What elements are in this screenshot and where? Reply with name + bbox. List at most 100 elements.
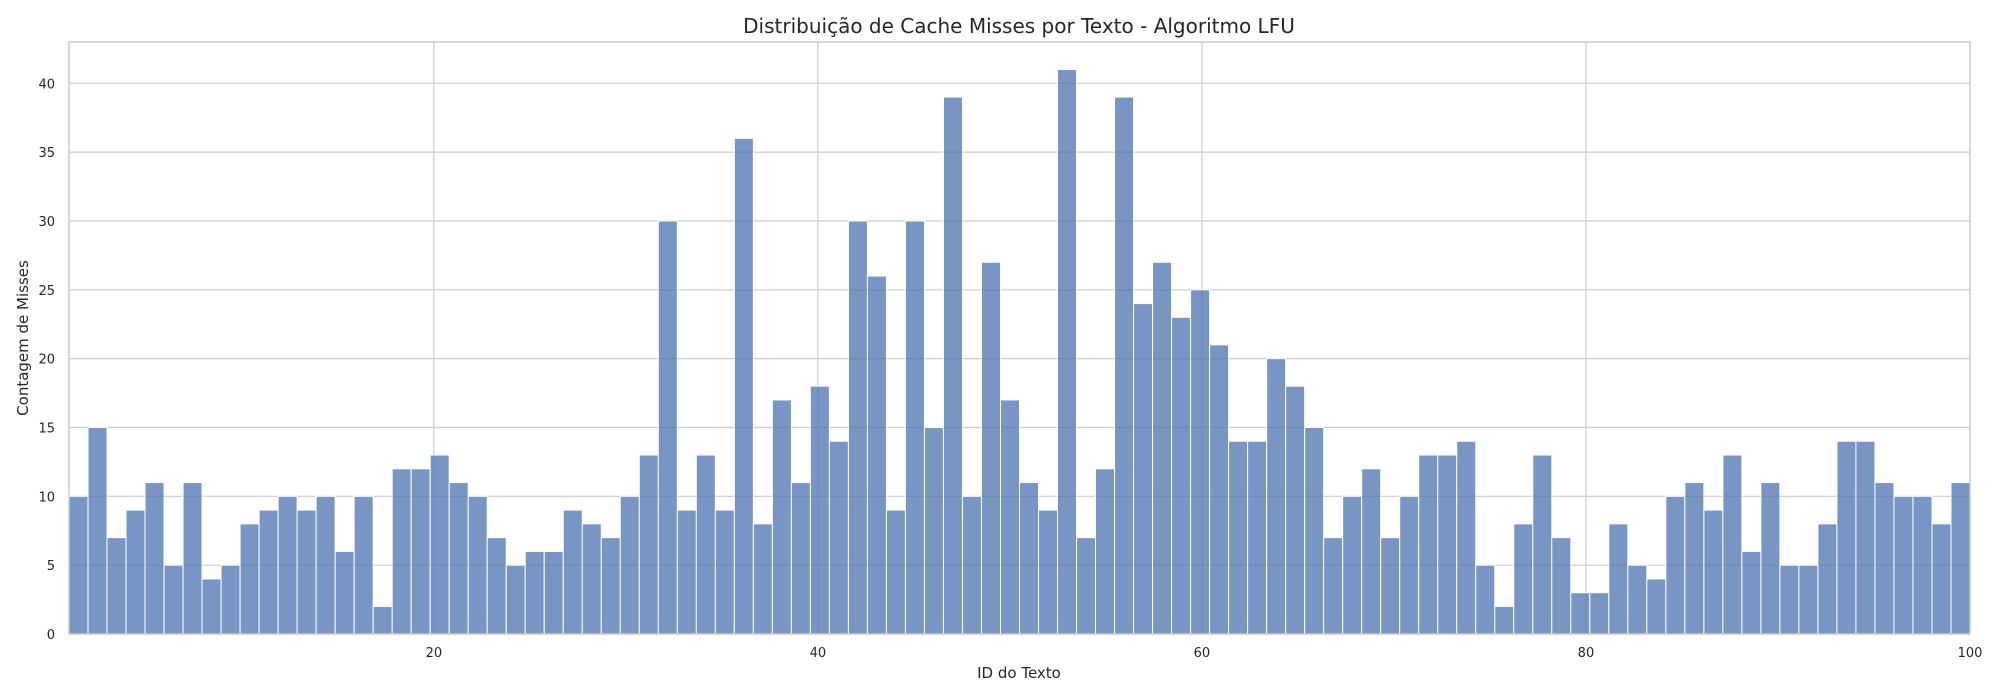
y-tick-label: 15 <box>38 421 55 436</box>
chart-title: Distribuição de Cache Misses por Texto -… <box>743 14 1295 38</box>
bar <box>809 385 830 635</box>
bar <box>714 509 735 635</box>
bar <box>1836 440 1857 635</box>
bar <box>1874 482 1895 635</box>
bar <box>1722 454 1743 635</box>
bar <box>1266 358 1287 635</box>
bar <box>68 495 89 635</box>
bar <box>1057 69 1078 635</box>
x-axis-label: ID do Texto <box>977 664 1061 682</box>
bar <box>1019 482 1040 635</box>
bar <box>448 482 469 635</box>
bar <box>1855 440 1876 635</box>
y-tick-labels: 0 5 10 15 20 25 30 35 40 <box>38 77 55 643</box>
y-tick-label: 20 <box>38 353 55 368</box>
bar <box>638 454 659 635</box>
bar <box>885 509 906 635</box>
bar <box>961 495 982 635</box>
bar <box>239 523 260 635</box>
bar <box>752 523 773 635</box>
bar <box>1570 592 1591 635</box>
bar <box>619 495 640 635</box>
bar <box>999 399 1020 635</box>
bar <box>866 275 887 635</box>
bar <box>1931 523 1952 635</box>
y-tick-label: 35 <box>38 146 55 161</box>
bar <box>372 605 393 635</box>
bar <box>125 509 146 635</box>
bar <box>733 137 754 635</box>
bar <box>1361 468 1382 635</box>
bar <box>980 261 1001 635</box>
bar <box>1209 344 1230 635</box>
bar <box>1665 495 1686 635</box>
bar <box>1076 537 1097 635</box>
bar <box>600 537 621 635</box>
bar <box>1608 523 1629 635</box>
bar <box>771 399 792 635</box>
bar <box>1532 454 1553 635</box>
bar <box>334 550 355 635</box>
bar <box>1779 564 1800 635</box>
bar <box>1912 495 1933 635</box>
bar <box>106 537 127 635</box>
bar <box>695 454 716 635</box>
bar <box>182 482 203 635</box>
bar <box>1627 564 1648 635</box>
bar <box>1418 454 1439 635</box>
x-tick-label: 80 <box>1578 646 1595 661</box>
bar <box>1437 454 1458 635</box>
bars <box>68 69 1971 635</box>
bar <box>505 564 526 635</box>
bar <box>1152 261 1173 635</box>
bar <box>1190 289 1211 635</box>
bar <box>87 426 108 635</box>
x-tick-label: 100 <box>1958 646 1983 661</box>
bar <box>1380 537 1401 635</box>
plot-frame <box>68 41 1971 635</box>
bar <box>1475 564 1496 635</box>
bar <box>790 482 811 635</box>
y-tick-label: 5 <box>47 559 55 574</box>
bar <box>1399 495 1420 635</box>
bar <box>467 495 488 635</box>
bar <box>1950 482 1971 635</box>
bar <box>581 523 602 635</box>
bar <box>847 220 868 635</box>
bar <box>828 440 849 635</box>
y-tick-label: 0 <box>47 628 55 643</box>
bar <box>201 578 222 635</box>
y-tick-label: 10 <box>38 490 55 505</box>
bar <box>315 495 336 635</box>
bar <box>1817 523 1838 635</box>
bar <box>1114 96 1135 635</box>
bar <box>1760 482 1781 635</box>
bar <box>543 550 564 635</box>
x-tick-label: 20 <box>426 646 443 661</box>
bar <box>410 468 431 635</box>
bar <box>562 509 583 635</box>
x-tick-label: 60 <box>1194 646 1211 661</box>
bar <box>1342 495 1363 635</box>
bar <box>391 468 412 635</box>
bar <box>258 509 279 635</box>
bar <box>1703 509 1724 635</box>
bar <box>1893 495 1914 635</box>
bar <box>353 495 374 635</box>
y-tick-label: 30 <box>38 215 55 230</box>
bar <box>1038 509 1059 635</box>
bar <box>1133 303 1154 635</box>
bar <box>524 550 545 635</box>
bar <box>942 96 963 635</box>
y-axis-label: Contagem de Misses <box>14 260 32 416</box>
bar <box>1513 523 1534 635</box>
bar <box>1095 468 1116 635</box>
bar <box>1228 440 1249 635</box>
bar <box>486 537 507 635</box>
bar <box>1456 440 1477 635</box>
bar <box>1798 564 1819 635</box>
y-tick-label: 40 <box>38 77 55 92</box>
x-tick-label: 40 <box>810 646 827 661</box>
bar <box>1304 426 1325 635</box>
